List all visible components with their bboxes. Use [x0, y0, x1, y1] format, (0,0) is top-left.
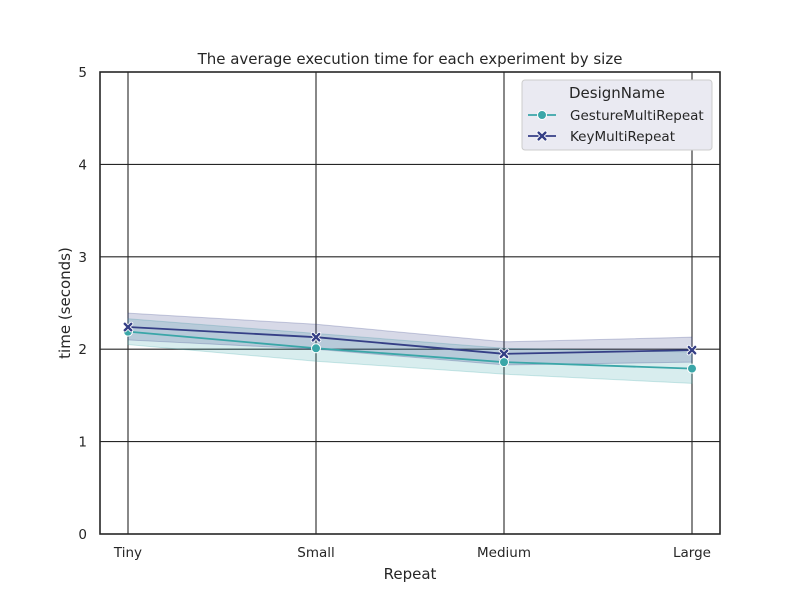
y-tick-label: 0 — [78, 527, 87, 543]
data-point — [310, 331, 322, 343]
y-axis-ticks: 0 1 2 3 4 5 — [78, 65, 87, 543]
marker-stroke — [123, 322, 133, 332]
marker-stroke — [499, 349, 509, 359]
x-tick-label: Large — [673, 545, 711, 561]
legend-marker — [536, 130, 548, 142]
legend-entries: GestureMultiRepeat KeyMultiRepeat — [528, 108, 704, 145]
y-tick-label: 4 — [78, 157, 87, 173]
plot-frame — [99, 71, 721, 535]
data-point — [499, 357, 509, 368]
confidence-bands — [127, 312, 693, 384]
x-axis-label: Repeat — [384, 565, 437, 583]
series-markers — [122, 321, 698, 374]
x-tick-label: Medium — [477, 545, 531, 561]
y-tick-label: 3 — [78, 250, 87, 266]
legend-label: KeyMultiRepeat — [570, 129, 675, 145]
marker-stroke — [537, 131, 547, 141]
marker-stroke — [311, 332, 321, 342]
y-tick-label: 2 — [78, 342, 87, 358]
legend: DesignName GestureMultiRepeat KeyMultiRep… — [521, 79, 713, 151]
data-point — [122, 321, 134, 333]
y-tick-label: 5 — [78, 65, 87, 81]
legend-title: DesignName — [569, 84, 665, 102]
x-axis-ticks: Tiny Small Medium Large — [113, 545, 711, 561]
legend-label: GestureMultiRepeat — [570, 108, 704, 124]
x-tick-label: Tiny — [113, 545, 142, 561]
y-tick-label: 1 — [78, 435, 87, 451]
chart-title: The average execution time for each expe… — [197, 50, 623, 68]
series-lines — [127, 326, 693, 370]
data-point — [687, 363, 697, 374]
marker-stroke — [687, 345, 697, 355]
legend-marker — [537, 110, 547, 120]
series-line — [127, 330, 693, 370]
confidence-band — [127, 312, 693, 366]
x-tick-label: Small — [297, 545, 335, 561]
series-line — [127, 326, 693, 355]
y-axis-label: time (seconds) — [56, 247, 74, 359]
data-point — [498, 348, 510, 360]
data-point — [311, 343, 321, 354]
legend-box — [521, 79, 713, 151]
data-point — [686, 344, 698, 356]
